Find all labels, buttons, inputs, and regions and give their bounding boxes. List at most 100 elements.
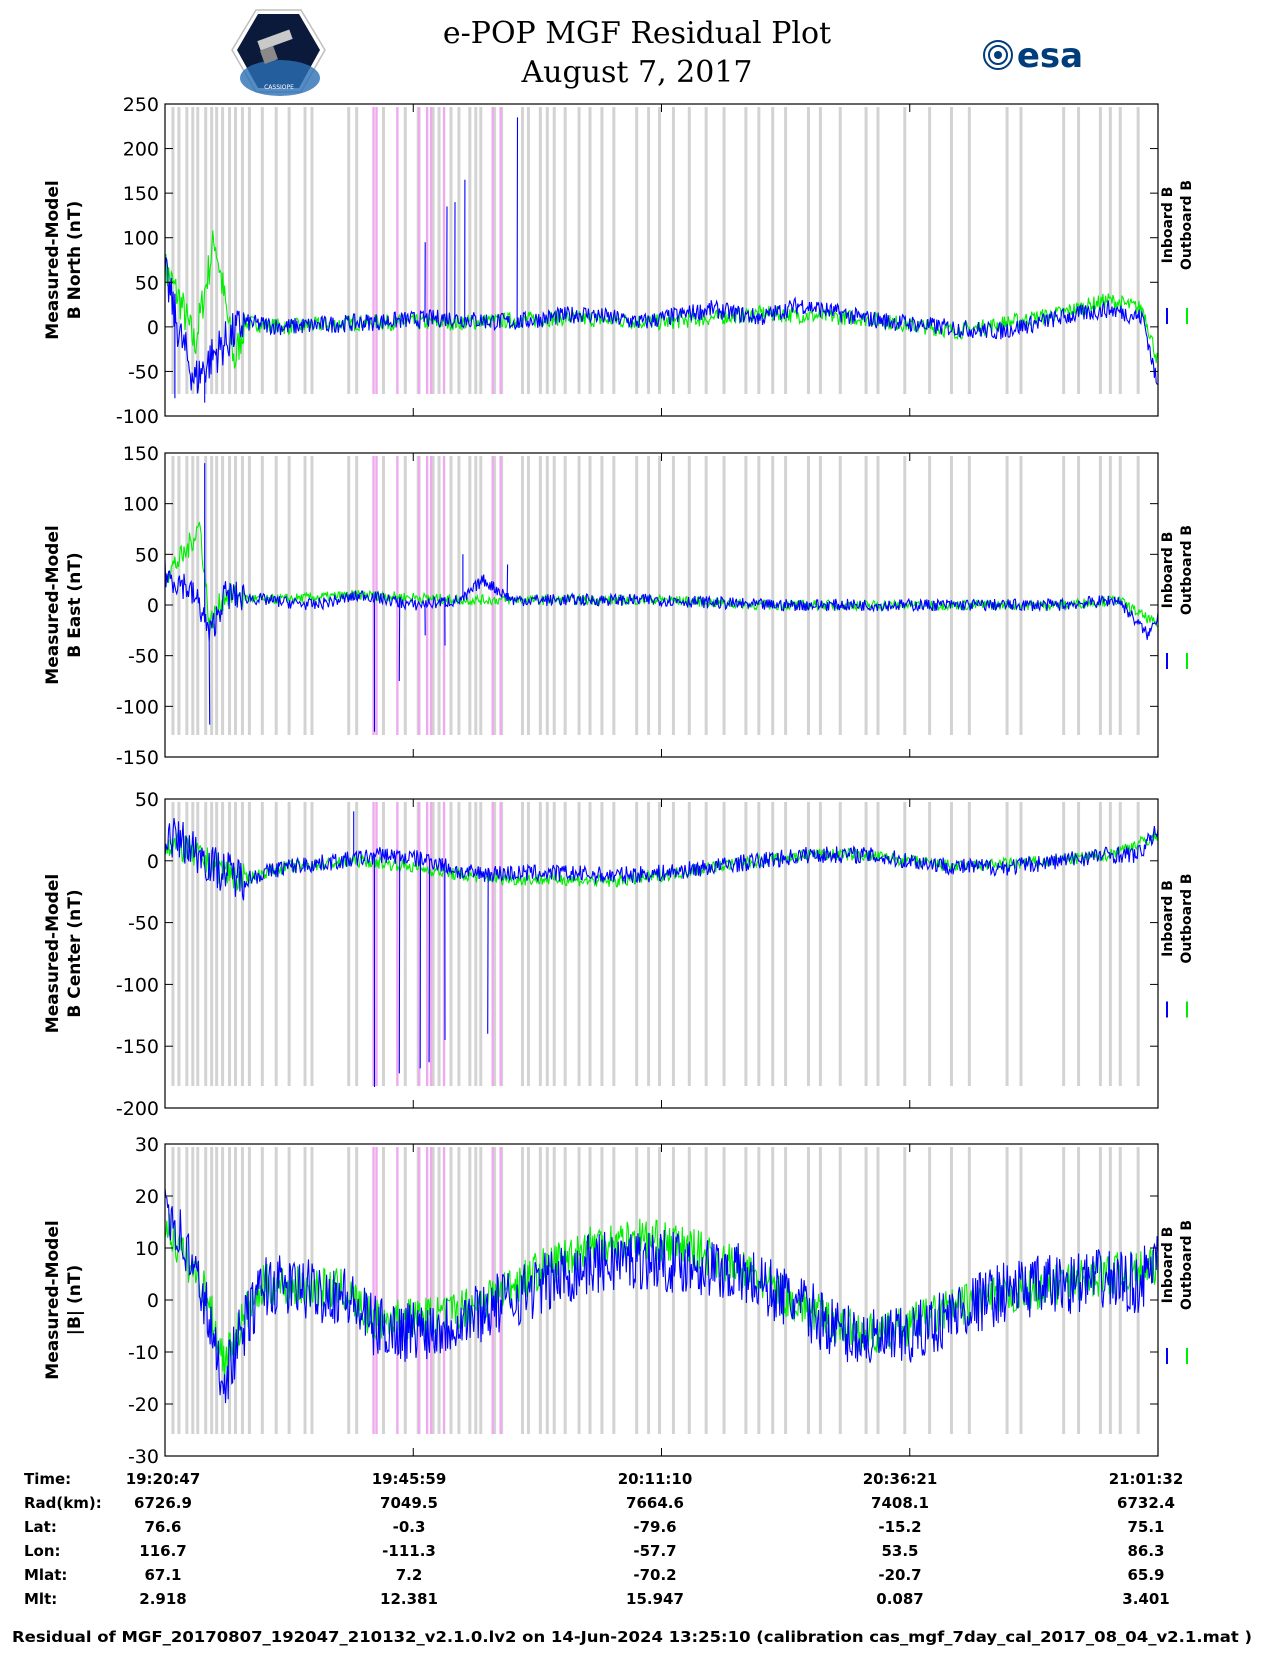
y-axis-label-line: Measured-Model (43, 180, 63, 339)
y-axis-label-line: Measured-Model (43, 874, 63, 1033)
legend-inboard-label: Inboard B (1160, 880, 1176, 957)
data-gap-band (903, 456, 907, 735)
y-axis-label-line: Measured-Model (43, 1220, 63, 1379)
data-gap-band (1019, 802, 1023, 1086)
data-gap-band (228, 1147, 232, 1434)
data-gap-band (240, 107, 244, 394)
inboard-series-line (165, 117, 1158, 403)
data-gap-band (437, 1147, 441, 1434)
legend-outboard-label: Outboard B (1179, 1220, 1195, 1310)
event-band (442, 1147, 446, 1434)
data-gap-band (949, 107, 953, 394)
event-band (375, 107, 378, 394)
lat-value: 76.6 (144, 1518, 181, 1536)
data-gap-band (1005, 456, 1009, 735)
data-gap-band (806, 107, 810, 394)
data-gap-band (545, 107, 549, 394)
event-band (396, 802, 399, 1086)
data-gap-band (722, 802, 726, 1086)
event-band (499, 107, 502, 394)
lat-value: -79.6 (633, 1518, 676, 1536)
legend-inboard-label: Inboard B (1160, 187, 1176, 264)
data-gap-band (449, 802, 453, 1086)
y-tick-label: -100 (116, 406, 159, 428)
data-gap-band (274, 107, 278, 394)
y-tick-label: -200 (116, 1098, 159, 1120)
mlat-value: 7.2 (396, 1566, 423, 1584)
mlt-value: 15.947 (626, 1590, 684, 1608)
legend: Inboard B Outboard B (1160, 180, 1195, 324)
data-gap-band (635, 456, 639, 735)
y-axis-label-line: |B| (nT) (65, 1265, 85, 1336)
legend: Inboard B Outboard B (1160, 873, 1195, 1018)
data-gap-band (431, 107, 435, 394)
data-gap-band (215, 107, 219, 394)
y-tick-label: 0 (147, 851, 159, 873)
data-gap-band (903, 1147, 907, 1434)
data-gap-band (771, 456, 775, 735)
data-gap-band (431, 802, 435, 1086)
rad-value: 7408.1 (871, 1494, 929, 1512)
legend-label: Inboard B Outboard B (1160, 525, 1195, 615)
chart-panel: 30 20 10 0 -10 -20 -30 Measured-Model |B| (nT) In… (43, 1134, 1195, 1468)
axes-frame (164, 103, 1159, 417)
data-gap-band (215, 1147, 219, 1434)
data-gap-band (479, 456, 483, 735)
y-tick-label: -50 (128, 913, 159, 935)
data-gap-band (600, 1147, 604, 1434)
data-gap-band (771, 107, 775, 394)
data-gap-band (687, 1147, 691, 1434)
data-gap-band (635, 802, 639, 1086)
data-gap-band (274, 802, 278, 1086)
data-gap-band (196, 107, 200, 394)
data-gap-band (928, 456, 932, 735)
y-tick-label: 100 (123, 228, 159, 250)
data-gap-band (526, 456, 530, 735)
data-gap-band (818, 107, 822, 394)
data-gap-band (260, 802, 264, 1086)
data-gap-band (658, 107, 662, 394)
data-gap-band (215, 456, 219, 735)
data-gap-band (704, 1147, 708, 1434)
footer-caption: Residual of MGF_20170807_192047_210132_v… (12, 1628, 1252, 1646)
data-gap-band (545, 1147, 549, 1434)
data-gap-band (520, 456, 524, 735)
data-gap-band (1077, 802, 1081, 1086)
esa-logo: esa (983, 36, 1083, 76)
data-gap-band (771, 1147, 775, 1434)
data-gap-band (806, 802, 810, 1086)
data-gap-band (1118, 456, 1122, 735)
data-gap-band (185, 1147, 189, 1434)
y-tick-label: 0 (147, 317, 159, 339)
time-value: 20:11:10 (618, 1470, 693, 1488)
y-tick-label: 250 (123, 94, 159, 116)
data-gap-band (260, 456, 264, 735)
data-gap-band (437, 107, 441, 394)
data-gap-band (1019, 456, 1023, 735)
data-gap-band (355, 107, 359, 394)
data-gap-band (588, 456, 592, 735)
y-axis-label-line: Measured-Model (43, 525, 63, 684)
mission-logo: CASSIOPE (231, 9, 326, 96)
y-tick-label: 0 (147, 1290, 159, 1312)
data-gap-band (838, 107, 842, 394)
data-gap-band (457, 802, 461, 1086)
time-value: 19:20:47 (126, 1470, 201, 1488)
data-gap-band (381, 107, 385, 394)
data-gap-band (563, 802, 567, 1086)
data-gap-band (744, 456, 748, 735)
data-gap-band (687, 107, 691, 394)
time-column: 21:01:32 6732.4 75.1 86.3 65.9 3.401 (1109, 1470, 1184, 1608)
mlat-value: 65.9 (1127, 1566, 1164, 1584)
data-gap-band (171, 802, 175, 1086)
data-gap-band (757, 107, 761, 394)
data-gap-band (784, 107, 788, 394)
legend: Inboard B Outboard B (1160, 1220, 1195, 1364)
data-gap-band (474, 802, 478, 1086)
data-gap-band (552, 456, 556, 735)
data-gap-band (303, 1147, 307, 1434)
data-gap-band (806, 456, 810, 735)
data-gap-band (493, 107, 497, 394)
event-band (372, 802, 375, 1086)
event-band (442, 456, 446, 735)
